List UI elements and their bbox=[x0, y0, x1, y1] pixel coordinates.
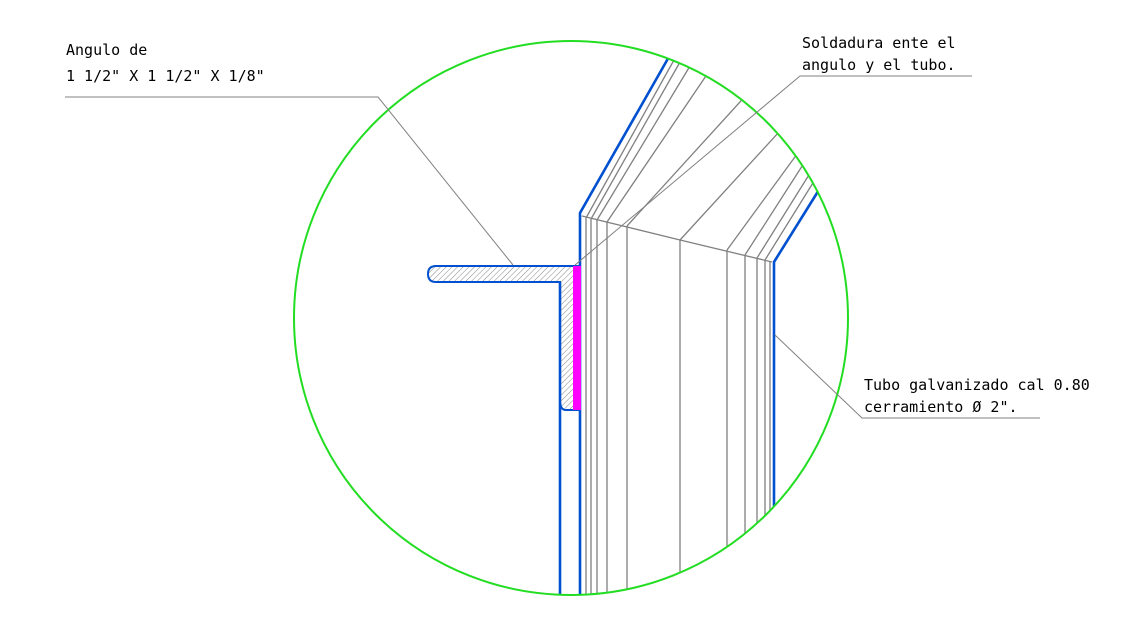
label: Angulo de bbox=[66, 41, 147, 59]
label: Tubo galvanizado cal 0.80 bbox=[864, 376, 1090, 394]
angle-profile bbox=[426, 265, 579, 411]
label: angulo y el tubo. bbox=[802, 56, 956, 74]
tube bbox=[558, 54, 824, 595]
detail-circle bbox=[293, 40, 849, 596]
label: Soldadura ente el bbox=[802, 34, 956, 52]
leaders bbox=[65, 75, 1040, 419]
weld bbox=[573, 266, 581, 410]
tube-walls bbox=[558, 54, 824, 595]
label: cerramiento Ø 2". bbox=[864, 398, 1018, 416]
tube-lines bbox=[581, 59, 817, 595]
label: 1 1/2" X 1 1/2" X 1/8" bbox=[66, 67, 265, 85]
